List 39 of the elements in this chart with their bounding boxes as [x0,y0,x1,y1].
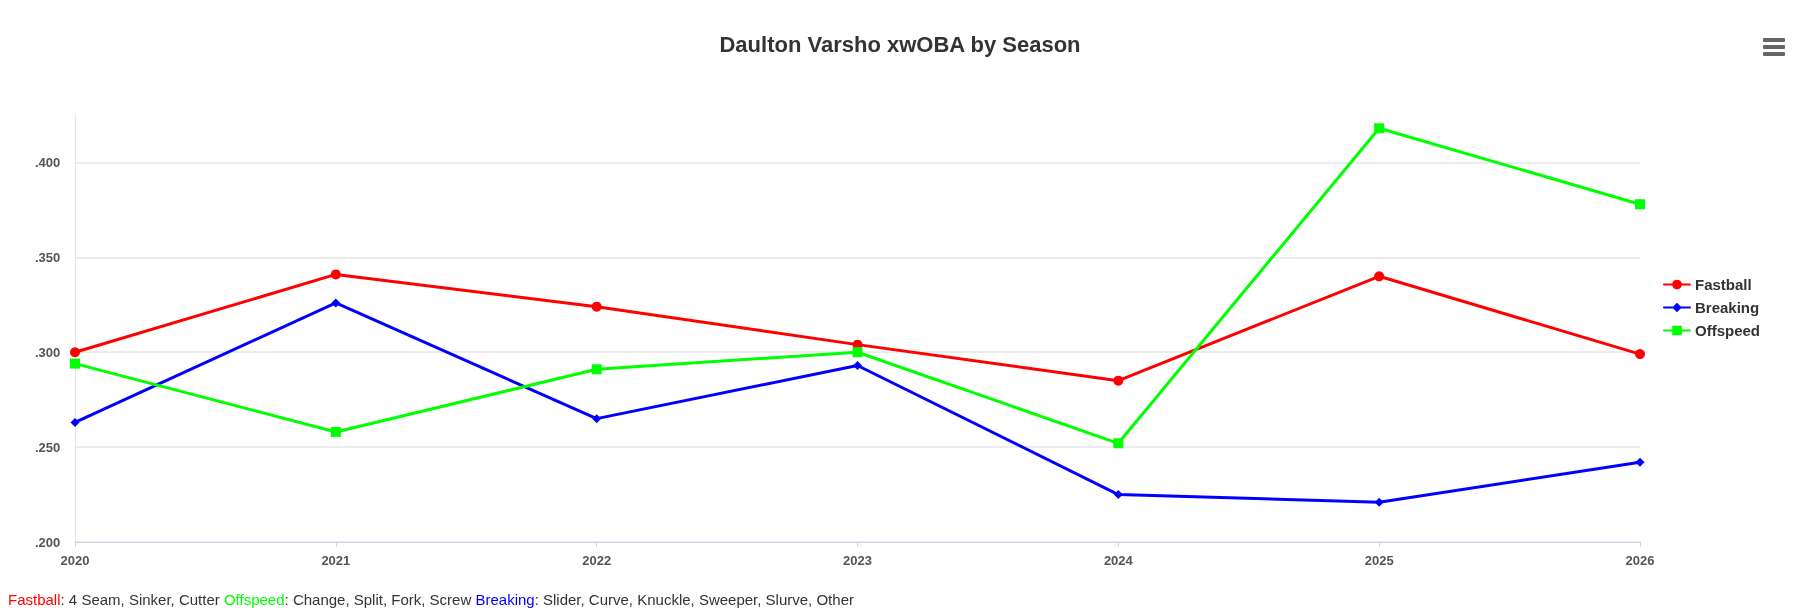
point [331,298,341,308]
point [591,301,602,312]
x-tick-label: 2024 [1103,553,1134,568]
y-tick-label: .350 [35,249,61,265]
point [591,364,602,375]
y-tick-label: .400 [35,154,61,170]
text: Offspeed: Change, Split, Fork, Screw [223,591,473,608]
x-tick-label: 2025 [1364,553,1394,568]
point [330,269,341,280]
point [1635,457,1645,467]
point [330,426,341,437]
legend-label: Fastball [1694,276,1752,293]
text: Breaking: Slider, Curve, Knuckle, Sweeper, Slurve, Other [475,591,854,608]
point [853,361,862,371]
legend-label: Breaking [1694,299,1760,316]
x-tick-label: 2022 [582,553,612,568]
point [70,358,80,369]
x-tick-label: 2026 [1625,553,1655,568]
x-tick-label: 2021 [321,553,351,568]
chart-title: Daulton Varsho xwOBA by Season [719,31,1081,57]
point [1374,123,1385,134]
point [70,347,80,358]
point [1635,199,1645,210]
point [1113,438,1124,449]
point [1374,271,1385,282]
point [1113,375,1124,386]
point [852,347,863,358]
y-tick-label: .200 [35,534,61,550]
x-tick-label: 2020 [60,553,90,568]
point [592,414,602,424]
y-tick-label: .250 [35,439,61,455]
legend-label: Offspeed [1694,322,1761,339]
y-tick-label: .300 [35,344,61,360]
point [1374,497,1384,507]
point [70,417,80,427]
point [1113,490,1123,500]
text: Fastball: 4 Seam, Sinker, Cutter [8,591,221,608]
point [1635,349,1645,360]
x-tick-label: 2023 [843,553,872,568]
